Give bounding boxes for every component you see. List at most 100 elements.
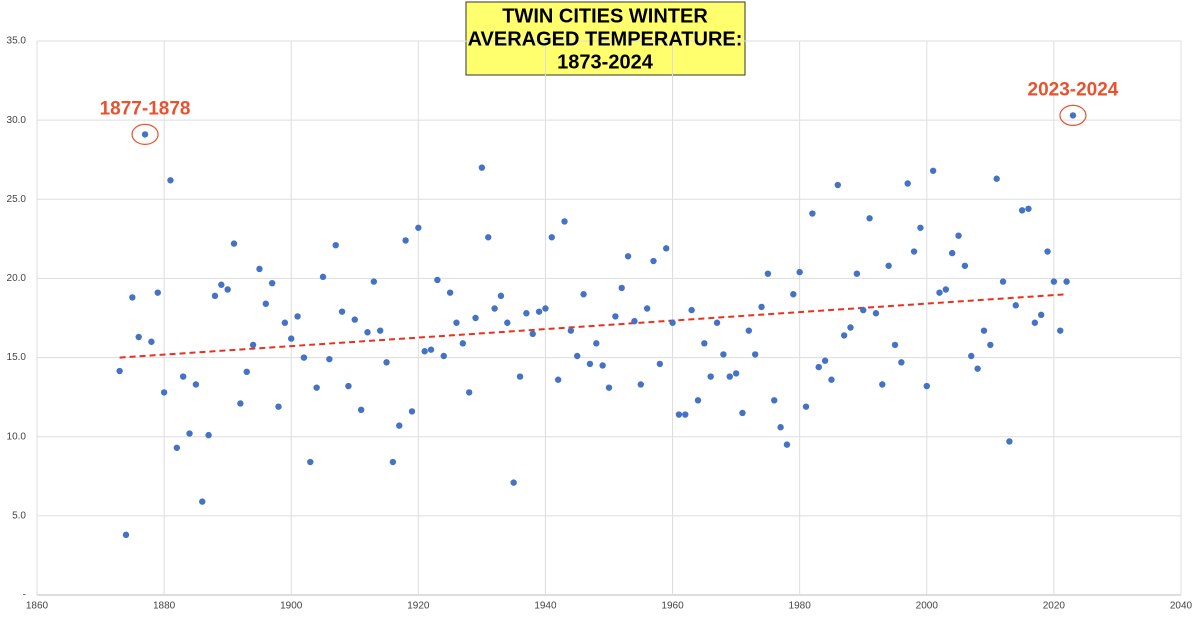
data-point <box>732 370 740 377</box>
data-point <box>650 257 657 265</box>
data-point <box>294 313 301 320</box>
annotation-circle <box>1059 104 1087 126</box>
data-point <box>148 338 155 345</box>
data-point <box>351 316 358 323</box>
data-point <box>332 241 339 249</box>
data-point <box>694 397 702 404</box>
data-point <box>237 400 244 407</box>
data-point <box>860 306 867 314</box>
data-point <box>1063 278 1070 285</box>
data-point <box>167 177 174 184</box>
data-point <box>923 382 930 390</box>
data-point <box>408 408 416 415</box>
data-point <box>173 444 181 451</box>
data-point <box>586 360 594 368</box>
x-tick-label: 2020 <box>1043 601 1066 612</box>
data-point <box>440 352 447 360</box>
data-point <box>319 273 327 281</box>
data-point <box>179 373 187 380</box>
annotation-circle <box>131 123 159 145</box>
data-point <box>720 351 727 358</box>
data-point <box>593 340 600 347</box>
data-point <box>809 210 816 217</box>
data-point <box>675 411 683 418</box>
data-point <box>580 291 587 298</box>
x-tick-label: 1940 <box>534 601 557 612</box>
data-point <box>847 324 854 331</box>
data-point <box>949 249 956 257</box>
annotation: 1877-1878 <box>100 98 191 119</box>
x-tick-label: 1980 <box>789 601 812 612</box>
data-point <box>345 382 352 390</box>
data-point <box>465 389 473 396</box>
data-point <box>910 248 918 255</box>
y-tick-label: 30.0 <box>7 115 27 126</box>
data-point <box>764 270 772 277</box>
data-point <box>1012 302 1019 309</box>
x-tick-label: 1900 <box>280 601 303 612</box>
data-point <box>866 215 873 222</box>
data-point <box>751 351 759 358</box>
data-point <box>1044 248 1051 255</box>
data-point <box>624 253 632 260</box>
data-point <box>313 384 320 391</box>
data-point <box>523 310 530 317</box>
data-point <box>993 175 1000 182</box>
data-point <box>116 367 123 375</box>
data-point <box>1069 112 1077 119</box>
data-point <box>783 441 791 448</box>
data-point <box>497 292 505 300</box>
data-point <box>421 348 428 355</box>
data-point <box>834 181 841 189</box>
data-point <box>218 281 225 288</box>
data-point <box>758 303 765 311</box>
data-point <box>701 340 708 347</box>
y-tick-label: 20.0 <box>7 273 27 284</box>
data-point <box>249 341 257 349</box>
data-point <box>268 279 276 287</box>
data-point <box>643 305 651 312</box>
data-point <box>453 319 460 326</box>
chart-title: AVERAGED TEMPERATURE: <box>468 28 743 50</box>
data-point <box>968 352 975 360</box>
data-point <box>726 373 733 380</box>
data-point <box>205 431 212 439</box>
data-point <box>974 365 981 372</box>
data-point <box>999 278 1007 285</box>
data-point <box>821 357 829 364</box>
data-point <box>256 265 263 273</box>
data-point <box>377 327 384 334</box>
data-point <box>618 284 625 292</box>
data-point <box>141 131 149 138</box>
data-point <box>929 167 937 174</box>
data-point <box>1050 278 1058 285</box>
data-point <box>529 330 536 338</box>
data-point <box>669 319 676 326</box>
data-point <box>1006 438 1013 445</box>
data-point <box>402 237 409 244</box>
data-point <box>370 278 378 285</box>
data-point <box>688 306 695 314</box>
data-point <box>129 294 136 301</box>
data-point <box>446 289 454 296</box>
data-point <box>535 308 543 315</box>
data-point <box>739 409 746 417</box>
data-point <box>281 319 289 326</box>
data-point <box>1025 205 1032 212</box>
x-tick-label: 2040 <box>1170 601 1193 612</box>
data-point <box>491 305 498 312</box>
data-point <box>230 240 238 247</box>
data-point <box>459 340 467 347</box>
trendline <box>119 293 1067 359</box>
data-point <box>364 329 371 336</box>
y-tick-label: 35.0 <box>7 36 27 47</box>
data-point <box>1057 327 1064 334</box>
annotation: 2023-2024 <box>1028 79 1119 100</box>
data-point <box>262 300 269 307</box>
data-point <box>745 327 753 334</box>
data-point <box>415 224 422 231</box>
data-point <box>1037 311 1045 319</box>
data-point <box>987 341 994 349</box>
x-tick-label: 2000 <box>916 601 939 612</box>
